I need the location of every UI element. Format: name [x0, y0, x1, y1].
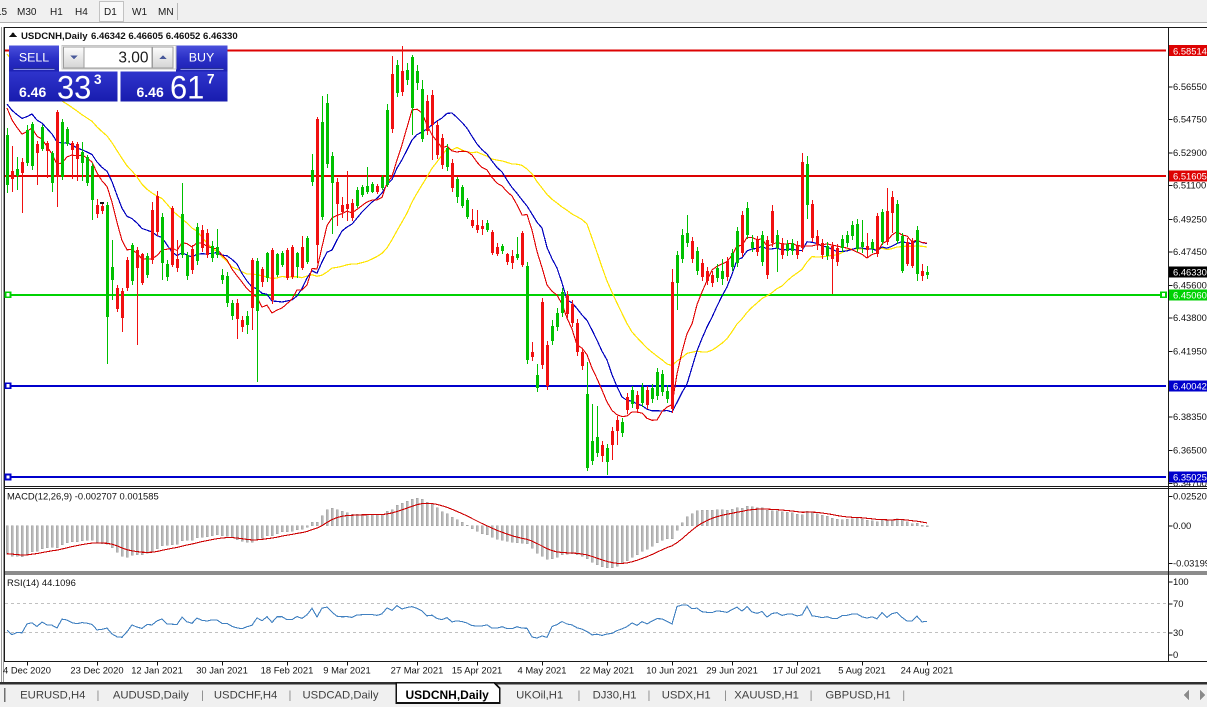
svg-text:H1: H1 [50, 7, 63, 18]
svg-text:27 Mar 2021: 27 Mar 2021 [391, 665, 444, 676]
svg-text:USDCNH,Daily: USDCNH,Daily [406, 688, 490, 702]
svg-text:70: 70 [1173, 598, 1183, 609]
svg-text:6.40042: 6.40042 [1173, 381, 1207, 392]
svg-text:|: | [289, 690, 292, 702]
svg-text:6.41950: 6.41950 [1173, 346, 1207, 357]
svg-text:61: 61 [170, 69, 204, 106]
svg-text:4 Dec 2020: 4 Dec 2020 [3, 665, 51, 676]
svg-text:-0.031999: -0.031999 [1173, 557, 1207, 568]
svg-text:6.52900: 6.52900 [1173, 147, 1207, 158]
svg-text:30 Jan 2021: 30 Jan 2021 [196, 665, 248, 676]
svg-text:6.51100: 6.51100 [1173, 180, 1206, 191]
svg-text:H4: H4 [75, 7, 88, 18]
svg-text:9 Mar 2021: 9 Mar 2021 [323, 665, 370, 676]
svg-text:22 May 2021: 22 May 2021 [580, 665, 634, 676]
svg-text:W1: W1 [132, 7, 147, 18]
svg-text:6.51605: 6.51605 [1173, 171, 1207, 182]
svg-text:6.45600: 6.45600 [1173, 280, 1207, 291]
svg-text:24 Aug 2021: 24 Aug 2021 [901, 665, 954, 676]
svg-text:6.43800: 6.43800 [1173, 312, 1207, 323]
svg-text:17 Jul 2021: 17 Jul 2021 [773, 665, 821, 676]
svg-text:30: 30 [1173, 627, 1183, 638]
svg-text:3.00: 3.00 [118, 50, 149, 67]
svg-text:7: 7 [207, 72, 215, 87]
svg-text:DJ30,H1: DJ30,H1 [593, 690, 637, 702]
svg-text:|: | [724, 690, 727, 702]
svg-text:4 May 2021: 4 May 2021 [518, 665, 567, 676]
svg-text:MN: MN [158, 7, 174, 18]
svg-text:33: 33 [57, 69, 91, 106]
svg-text:12 Jan 2021: 12 Jan 2021 [131, 665, 183, 676]
svg-text:6.46342 6.46605 6.46052 6.4633: 6.46342 6.46605 6.46052 6.46330 [91, 31, 238, 42]
svg-text:|: | [648, 690, 651, 702]
svg-text:|: | [810, 690, 813, 702]
svg-text:|: | [902, 690, 905, 702]
svg-text:0: 0 [1173, 649, 1178, 660]
svg-text:6.58514: 6.58514 [1173, 45, 1207, 56]
svg-text:6.46: 6.46 [137, 84, 164, 100]
svg-text:USDX,H1: USDX,H1 [662, 690, 711, 702]
svg-text:MACD(12,26,9) -0.002707 0.0015: MACD(12,26,9) -0.002707 0.001585 [7, 491, 159, 502]
svg-text:0.00: 0.00 [1173, 520, 1191, 531]
svg-text:USDCAD,Daily: USDCAD,Daily [303, 690, 379, 702]
svg-text:D1: D1 [104, 7, 117, 18]
svg-text:3: 3 [94, 72, 102, 87]
svg-text:AUDUSD,Daily: AUDUSD,Daily [113, 690, 189, 702]
svg-text:USDCNH,Daily: USDCNH,Daily [21, 31, 88, 42]
svg-text:GBPUSD,H1: GBPUSD,H1 [825, 690, 890, 702]
svg-text:SELL: SELL [19, 51, 49, 65]
svg-text:6.38350: 6.38350 [1173, 411, 1207, 422]
svg-text:0.025209: 0.025209 [1173, 491, 1207, 502]
svg-text:6.46330: 6.46330 [1173, 266, 1207, 277]
svg-text:6.45060: 6.45060 [1173, 290, 1207, 301]
svg-text:|: | [201, 690, 204, 702]
svg-text:6.56550: 6.56550 [1173, 81, 1207, 92]
svg-text:M30: M30 [17, 7, 37, 18]
svg-text:18 Feb 2021: 18 Feb 2021 [261, 665, 314, 676]
svg-text:6.36500: 6.36500 [1173, 445, 1207, 456]
svg-text:10 Jun 2021: 10 Jun 2021 [646, 665, 698, 676]
svg-text:6.47450: 6.47450 [1173, 246, 1207, 257]
svg-text:|: | [97, 690, 100, 702]
svg-text:15 Apr 2021: 15 Apr 2021 [452, 665, 503, 676]
svg-text:6.54750: 6.54750 [1173, 113, 1207, 124]
svg-text:|: | [578, 690, 581, 702]
svg-text:29 Jun 2021: 29 Jun 2021 [706, 665, 758, 676]
svg-text:BUY: BUY [189, 51, 214, 65]
svg-text:RSI(14) 44.1096: RSI(14) 44.1096 [7, 577, 76, 588]
svg-text:23 Dec 2020: 23 Dec 2020 [70, 665, 123, 676]
svg-text:6.34700: 6.34700 [1173, 477, 1207, 488]
svg-text:15: 15 [0, 7, 8, 18]
svg-text:USDCHF,H4: USDCHF,H4 [214, 690, 277, 702]
svg-text:UKOil,H1: UKOil,H1 [516, 690, 563, 702]
svg-text:100: 100 [1173, 576, 1189, 587]
svg-text:EURUSD,H4: EURUSD,H4 [20, 690, 85, 702]
svg-text:5 Aug 2021: 5 Aug 2021 [838, 665, 885, 676]
svg-text:6.49250: 6.49250 [1173, 213, 1207, 224]
svg-text:6.35025: 6.35025 [1173, 472, 1207, 483]
svg-text:XAUUSD,H1: XAUUSD,H1 [734, 690, 799, 702]
svg-text:6.46: 6.46 [19, 84, 46, 100]
